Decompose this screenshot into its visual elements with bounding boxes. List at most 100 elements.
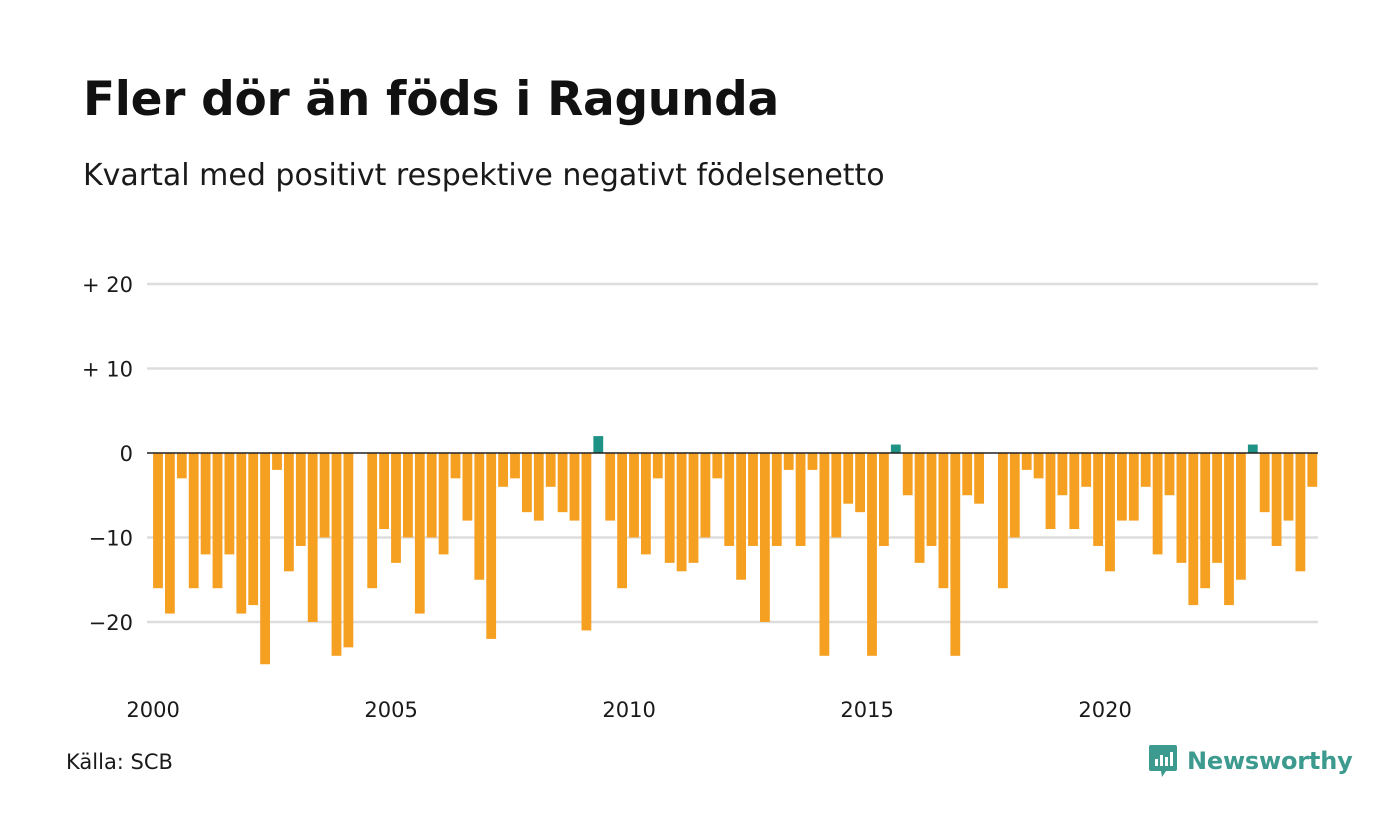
bar-negative xyxy=(1069,453,1080,530)
bar-negative xyxy=(736,453,746,580)
bar-negative xyxy=(1164,453,1175,496)
brand-logo: Newsworthy xyxy=(1148,744,1353,778)
bar-negative xyxy=(1021,453,1032,470)
bar-negative xyxy=(1307,453,1318,487)
bar-negative xyxy=(807,453,818,470)
bar-negative xyxy=(462,453,473,521)
bar-negative xyxy=(950,453,961,656)
bar-negative xyxy=(260,453,270,665)
bar-negative xyxy=(224,453,235,555)
bar-negative xyxy=(748,453,758,546)
bar-negative xyxy=(1212,453,1222,563)
bar-negative xyxy=(641,453,651,555)
bar-negative xyxy=(867,453,877,656)
bar-negative xyxy=(652,453,663,479)
bar-negative xyxy=(1009,453,1020,538)
bar-negative xyxy=(331,453,342,656)
bar-negative xyxy=(486,453,497,639)
bar-negative xyxy=(569,453,580,521)
bar-negative xyxy=(200,453,211,555)
bar-negative xyxy=(783,453,794,470)
bar-negative xyxy=(1105,453,1115,572)
bar-negative xyxy=(1271,453,1282,546)
bar-negative xyxy=(1200,453,1211,589)
chart-subtitle: Kvartal med positivt respektive negativt… xyxy=(83,158,885,193)
bar-negative xyxy=(498,453,508,487)
y-tick-label: 0 xyxy=(120,442,133,466)
bar-negative xyxy=(1128,453,1139,521)
bar-negative xyxy=(1283,453,1294,521)
bar-negative xyxy=(295,453,306,546)
bar-negative xyxy=(879,453,889,546)
bar-negative xyxy=(700,453,711,538)
y-tick-label: + 20 xyxy=(82,273,133,297)
bar-negative xyxy=(1117,453,1127,521)
bar-negative xyxy=(1176,453,1187,563)
bar-negative xyxy=(450,453,461,479)
bar-negative xyxy=(319,453,330,538)
bar-negative xyxy=(426,453,437,538)
newsworthy-logo-icon xyxy=(1149,745,1177,777)
bar-negative xyxy=(581,453,592,631)
bar-negative xyxy=(1093,453,1103,546)
bar-negative xyxy=(403,453,413,538)
bar-negative xyxy=(1236,453,1246,580)
bar-negative xyxy=(522,453,532,513)
bar-negative xyxy=(760,453,770,622)
bar-negative xyxy=(914,453,925,563)
bar-negative xyxy=(272,453,282,470)
bar-negative xyxy=(938,453,949,589)
bar-negative xyxy=(1259,453,1270,513)
bar-negative xyxy=(771,453,782,546)
x-axis-tick-labels: 2000 2005 2010 2015 2020 xyxy=(126,698,1131,722)
bar-negative xyxy=(974,453,984,504)
bar-negative xyxy=(188,453,199,589)
bar-negative xyxy=(664,453,675,563)
bar-negative xyxy=(391,453,401,563)
bar-negative xyxy=(414,453,425,614)
bar-negative xyxy=(605,453,616,521)
bar-negative xyxy=(557,453,568,513)
x-tick-label: 2000 xyxy=(126,698,179,722)
bar-negative xyxy=(343,453,354,648)
y-tick-label: −10 xyxy=(89,527,133,551)
y-tick-label: −20 xyxy=(89,611,133,635)
bar-negative xyxy=(1033,453,1044,479)
bar-negative xyxy=(474,453,485,580)
bar-negative xyxy=(1057,453,1068,496)
bar-negative xyxy=(926,453,937,546)
bar-negative xyxy=(533,453,544,521)
chart-title: Fler dör än föds i Ragunda xyxy=(83,72,779,127)
x-tick-label: 2010 xyxy=(602,698,655,722)
bar-negative xyxy=(724,453,735,546)
bar-negative xyxy=(212,453,223,589)
bar-negative xyxy=(236,453,247,614)
bar-negative xyxy=(1045,453,1056,530)
bar-negative xyxy=(819,453,830,656)
bar-negative xyxy=(165,453,175,614)
bar-negative xyxy=(1081,453,1092,487)
bar-negative xyxy=(1188,453,1199,606)
source-note: Källa: SCB xyxy=(66,750,173,774)
bar-negative xyxy=(510,453,520,479)
bar-negative xyxy=(855,453,865,513)
bar-negative xyxy=(379,453,389,530)
bar-negative xyxy=(902,453,913,496)
bar-negative xyxy=(248,453,259,606)
bar-positive xyxy=(1247,444,1258,453)
x-tick-label: 2005 xyxy=(364,698,417,722)
bar-negative xyxy=(176,453,187,479)
bar-positive xyxy=(593,436,604,453)
bar-negative xyxy=(998,453,1008,589)
bar-negative xyxy=(307,453,318,622)
bars xyxy=(153,436,1318,665)
bar-negative xyxy=(795,453,806,546)
bar-negative xyxy=(629,453,639,538)
x-tick-label: 2020 xyxy=(1078,698,1131,722)
x-tick-label: 2015 xyxy=(840,698,893,722)
bar-negative xyxy=(545,453,556,487)
bar-negative xyxy=(1152,453,1163,555)
bar-negative xyxy=(617,453,627,589)
bar-negative xyxy=(712,453,723,479)
bar-negative xyxy=(688,453,699,563)
